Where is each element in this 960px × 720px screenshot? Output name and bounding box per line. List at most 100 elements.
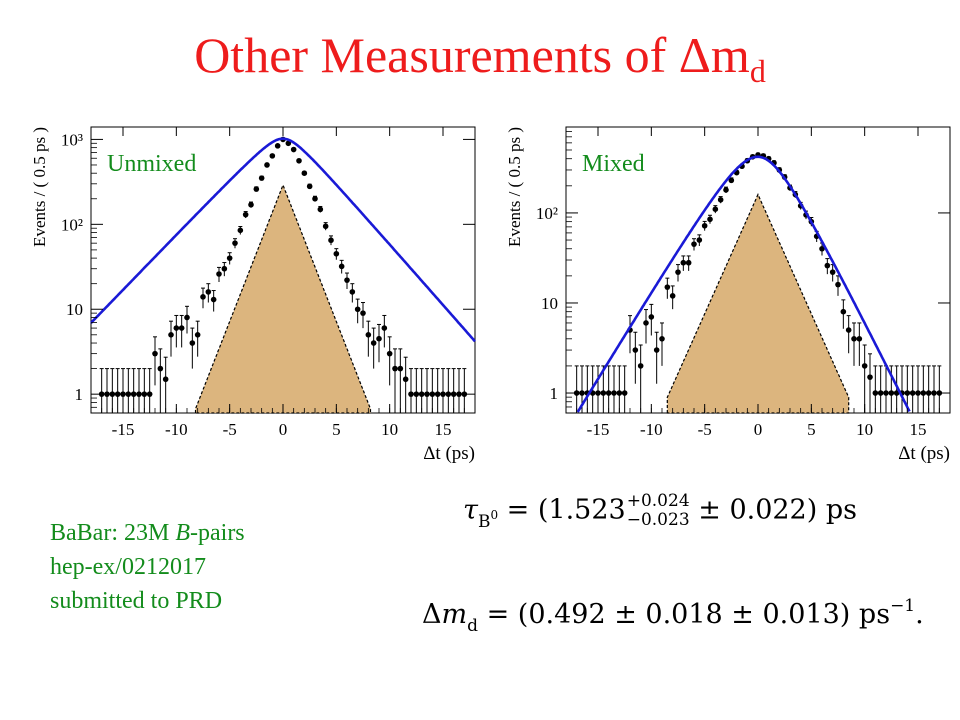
data-point [925,390,932,396]
data-point [840,308,847,315]
data-point [621,390,628,396]
plot-mixed: -15 -10 -5 0 5 10 15 1 10 10² Δt (ps) Events / ( 0.… [490,115,960,475]
data-point [328,237,334,244]
info-line-experiment: BaBar: 23M B-pairs [50,516,245,550]
formula-lifetime: τB0 = (1.523 +0.024 −0.023 ± 0.022) ps [463,492,857,532]
y-tick-label: 10³ [61,130,83,149]
data-point [909,390,916,396]
data-point [413,391,420,397]
slide-title-sub: d [749,53,766,89]
y-tick-label: 1 [550,384,559,403]
data-point [675,269,681,275]
data-point [178,325,185,331]
data-point [392,365,398,372]
data-point [418,391,425,397]
data-point [637,363,644,369]
data-point [216,271,222,277]
y-tick-label: 10² [536,204,558,223]
data-point [370,340,377,346]
data-point [253,186,260,192]
data-point [691,241,697,247]
data-point [296,157,302,164]
dm-rest: = (0.492 ± 0.018 ± 0.013) ps [486,599,891,630]
dm-sub: d [467,616,478,636]
x-axis-label: Δt (ps) [423,443,475,464]
data-point [120,391,126,397]
x-tick-label: 5 [332,420,341,439]
data-point [680,259,687,266]
data-point [301,170,308,177]
tau-equals: = (1.523 [506,494,626,526]
data-point [232,240,238,246]
data-point [386,350,393,357]
background-component [194,183,372,414]
data-point [184,314,190,321]
data-point [632,347,639,353]
data-point [728,177,735,184]
data-point [579,390,585,396]
data-point [851,336,857,342]
tau-sub: B [477,511,491,532]
data-point [611,390,617,396]
y-tick-label: 10 [541,294,558,313]
data-point [829,269,836,275]
x-tick-label: 5 [807,420,816,439]
data-point [306,183,313,190]
panel-label: Unmixed [107,151,196,177]
data-point [125,391,132,397]
data-point [130,391,137,397]
x-tick-label: 10 [856,420,873,439]
y-tick-label: 1 [75,385,84,404]
data-point [664,284,671,290]
data-point [360,310,366,316]
info-line1-suffix: -pairs [190,520,245,546]
data-point [595,390,601,396]
data-point [264,162,270,168]
data-point [450,391,457,397]
panel-label: Mixed [582,151,645,177]
dm-prefix: Δ [422,599,442,630]
data-point [173,325,180,331]
data-point [883,390,889,396]
data-point [669,293,676,299]
dm-var: m [441,599,468,630]
data-point [835,281,841,288]
x-tick-label: -15 [587,420,610,439]
fit-curve [576,155,911,413]
data-point [136,391,142,397]
data-point [354,306,361,313]
dm-sup: −1 [890,596,916,616]
data-point [210,296,217,303]
data-point [707,216,713,223]
data-point [434,391,441,397]
x-tick-label: -10 [165,420,188,439]
data-point [440,391,446,397]
data-point [712,206,719,213]
data-point [221,265,228,272]
data-point [146,391,153,397]
plot-unmixed-svg: -15 -10 -5 0 5 10 15 1 10 10² 10³ Δt (ps) Events / (… [30,126,476,464]
x-tick-label: -5 [698,420,712,439]
x-tick-label: -15 [112,420,135,439]
x-tick-label: -5 [223,420,237,439]
info-line-reference: hep-ex/0212017 [50,554,206,580]
data-point [365,332,372,338]
data-point [824,262,831,269]
data-point [317,206,324,213]
data-point [867,374,873,380]
data-point [141,391,148,397]
x-tick-label: -10 [640,420,663,439]
data-point [397,365,404,372]
data-point [290,146,297,153]
data-point [269,153,276,159]
data-point [338,263,345,270]
formula-mass-difference: Δmd = (0.492 ± 0.018 ± 0.013) ps−1. [422,596,924,636]
data-point [237,227,244,234]
tau-sub-sup: 0 [490,507,499,522]
data-point [168,332,174,338]
x-tick-label: 10 [381,420,398,439]
data-point [717,196,724,203]
data-point [877,390,884,396]
data-point [696,237,703,243]
tau-symbol: τ [463,494,478,526]
